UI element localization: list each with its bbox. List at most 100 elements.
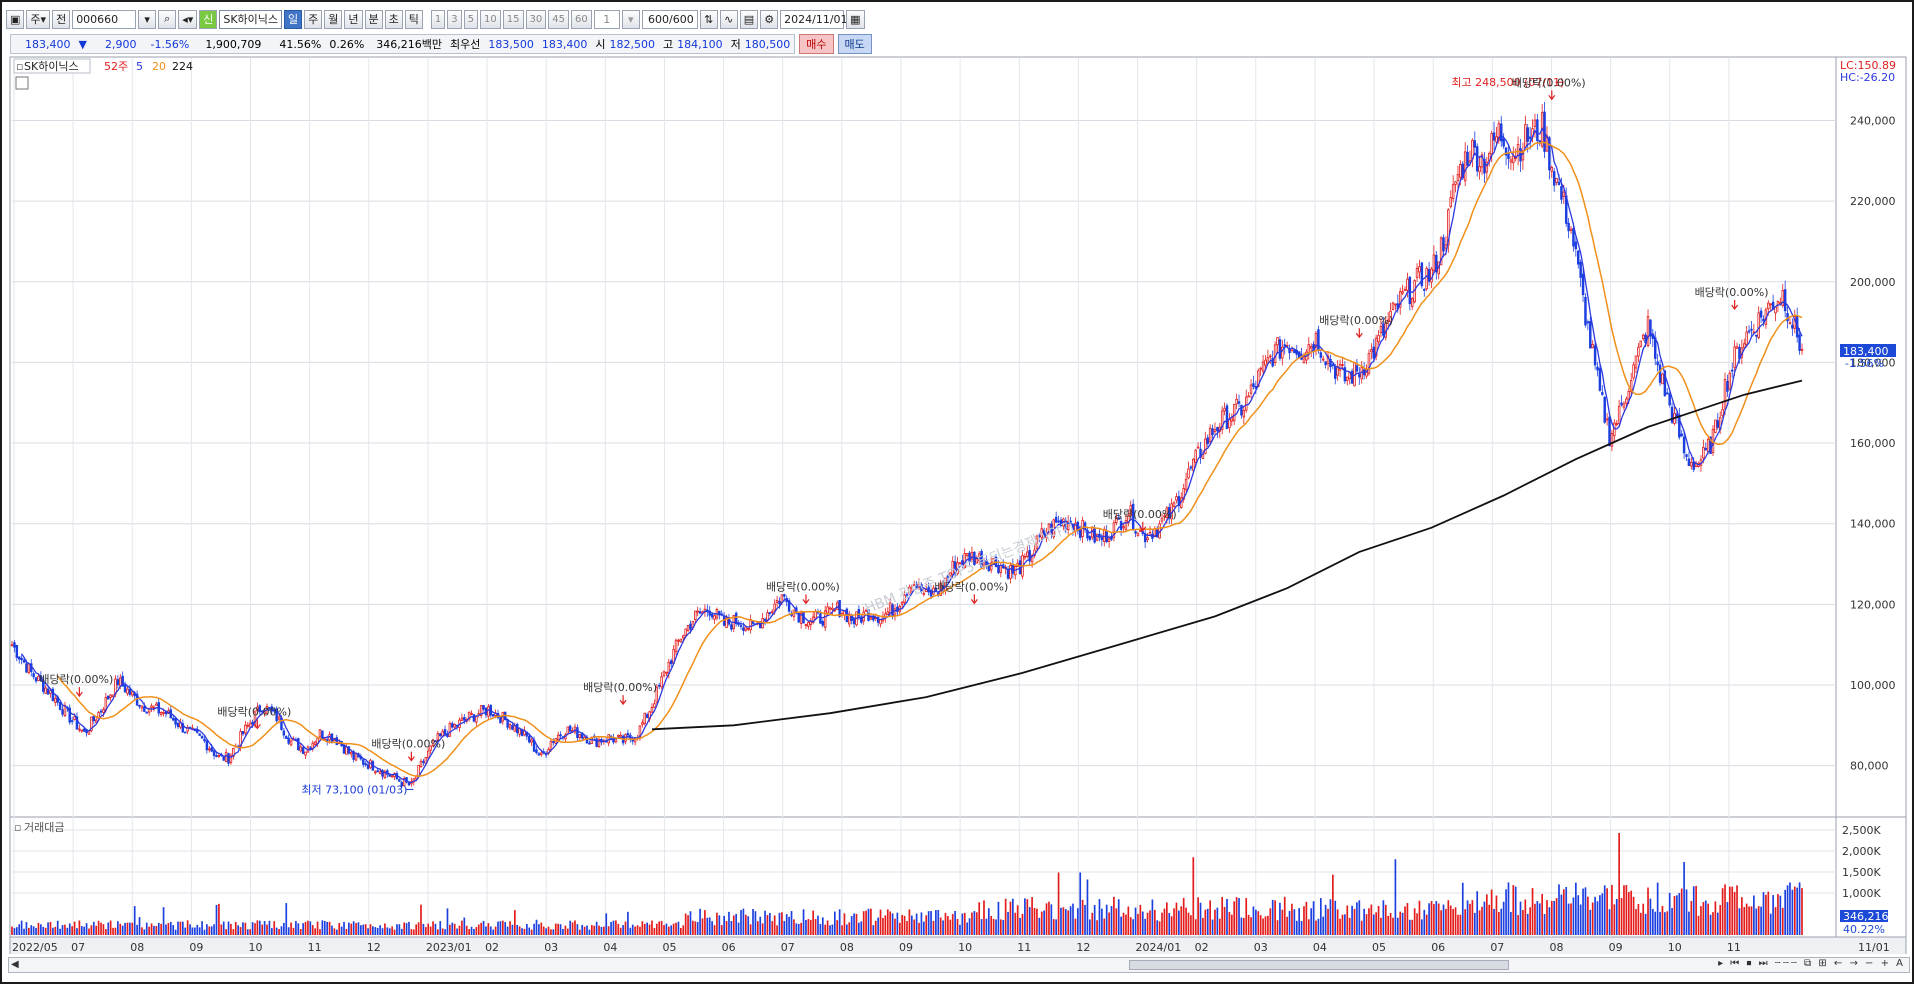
- candle-body: [345, 746, 348, 755]
- period-day-button[interactable]: 일: [284, 9, 303, 29]
- interval-input[interactable]: 1: [593, 9, 620, 29]
- candle-body: [1767, 302, 1770, 310]
- interval-15-button[interactable]: 15: [502, 9, 524, 29]
- volume-bar: [692, 920, 694, 935]
- interval-1-button[interactable]: 1: [430, 9, 446, 29]
- candle-body: [287, 737, 290, 744]
- line-tool-icon[interactable]: ∿: [719, 9, 738, 29]
- interval-60-button[interactable]: 60: [570, 9, 592, 29]
- volume-bar: [949, 919, 952, 935]
- grid-toggle-icon[interactable]: [15, 76, 29, 90]
- calendar-icon[interactable]: ▦: [846, 9, 865, 29]
- volume-bar: [1565, 886, 1568, 935]
- volume-bar: [1435, 901, 1438, 935]
- volume-bar: [872, 925, 875, 935]
- date-input[interactable]: 2024/11/01: [780, 9, 848, 29]
- volume-bar: [1671, 908, 1673, 935]
- interval-5-button[interactable]: 5: [463, 9, 479, 29]
- candle-body: [977, 553, 981, 562]
- stock-code-input[interactable]: 000660: [72, 9, 137, 29]
- volume-bar: [121, 925, 124, 935]
- period-tick-button[interactable]: 틱: [404, 9, 423, 29]
- volume-bar: [179, 921, 182, 935]
- candle-body: [10, 644, 14, 647]
- volume-bar: [1512, 885, 1515, 935]
- candle-body: [1721, 409, 1724, 416]
- volume-bar: [930, 911, 932, 935]
- volume-bar: [1076, 908, 1079, 935]
- period-week-button[interactable]: 주: [304, 9, 323, 29]
- open-label: 시: [595, 38, 606, 51]
- candle-body: [739, 625, 743, 627]
- data-count-input[interactable]: 600/600: [641, 9, 698, 29]
- layout-icon[interactable]: ▣: [6, 9, 25, 29]
- volume-bar: [1627, 892, 1630, 935]
- interval-10-button[interactable]: 10: [480, 9, 501, 29]
- volume-bar: [576, 924, 579, 935]
- buy-button[interactable]: 매수: [799, 34, 834, 54]
- volume-bar: [1387, 915, 1390, 935]
- candle-body: [826, 606, 829, 614]
- volume-bar: [15, 927, 18, 935]
- volume-bar: [1546, 900, 1548, 935]
- scroll-left-icon[interactable]: ◀: [11, 959, 19, 970]
- period-second-button[interactable]: 초: [384, 9, 403, 29]
- candle-body: [1288, 348, 1291, 354]
- price-change: 2,900: [104, 37, 137, 51]
- period-minute-button[interactable]: 분: [364, 9, 383, 29]
- type-select[interactable]: 전: [52, 9, 71, 29]
- candle-body: [1411, 298, 1414, 307]
- volume-bar: [1654, 911, 1657, 935]
- period-year-button[interactable]: 년: [344, 9, 363, 29]
- volume-bar: [1307, 919, 1310, 935]
- mode-select[interactable]: 주 ▾: [26, 9, 51, 29]
- candle-body: [549, 741, 553, 750]
- stock-name[interactable]: SK하이닉스: [219, 9, 283, 29]
- volume-bar: [1392, 917, 1394, 935]
- volume-bar: [937, 909, 940, 935]
- save-icon[interactable]: ▤: [739, 9, 759, 29]
- volume-bar: [944, 912, 947, 935]
- code-dropdown-icon[interactable]: ▾: [138, 9, 157, 29]
- volume-bar: [1353, 908, 1356, 935]
- volume-bar: [1726, 902, 1729, 935]
- candle-body: [686, 625, 690, 631]
- horizontal-scrollbar[interactable]: ◀ ▸ ⏮ ⏹ ⏭ ┄┄┄ ⧉ ⊞ ← → − + A: [8, 957, 1910, 973]
- candle-body: [535, 749, 538, 754]
- scroll-controls[interactable]: ▸ ⏮ ⏹ ⏭ ┄┄┄ ⧉ ⊞ ← → − + A: [1718, 958, 1905, 969]
- volume-bar: [1791, 889, 1794, 935]
- candle-type-icon[interactable]: ⇅: [699, 9, 718, 29]
- scroll-thumb[interactable]: [1129, 960, 1509, 970]
- volume-bar: [1466, 900, 1469, 935]
- volume-bar: [699, 908, 701, 935]
- volume-bar: [1555, 898, 1558, 935]
- price-chart[interactable]: 최고 248,500 (07/11) 최저 73,100 (01/03) 배당락(0…: [2, 2, 1912, 954]
- volume-bar: [234, 921, 237, 935]
- interval-45-button[interactable]: 45: [548, 9, 569, 29]
- sell-button[interactable]: 매도: [837, 34, 872, 54]
- candle-body: [1572, 228, 1575, 247]
- speaker-icon[interactable]: ◂▾: [178, 9, 198, 29]
- candle-body: [1690, 461, 1693, 467]
- volume-bar: [1649, 898, 1652, 935]
- interval-dropdown-icon[interactable]: ▾: [621, 9, 640, 29]
- new-badge-icon[interactable]: 신: [199, 9, 218, 29]
- search-icon[interactable]: ⌕: [158, 9, 177, 29]
- volume-bar: [203, 929, 206, 935]
- volume-bar: [891, 913, 894, 935]
- settings-icon[interactable]: ⚙: [760, 9, 779, 29]
- candle-body: [1463, 151, 1467, 182]
- legend-name-box: [13, 58, 91, 74]
- interval-30-button[interactable]: 30: [525, 9, 547, 29]
- candle-body: [482, 705, 485, 710]
- volume-bar: [776, 925, 778, 935]
- interval-3-button[interactable]: 3: [447, 9, 462, 29]
- volume-bar: [129, 922, 131, 935]
- volume-bar: [42, 926, 45, 935]
- candle-body: [99, 710, 103, 713]
- period-month-button[interactable]: 월: [324, 9, 343, 29]
- volume-bar: [109, 920, 112, 935]
- volume-bar: [915, 913, 918, 935]
- volume-bar: [978, 902, 981, 935]
- candle-body: [398, 779, 401, 782]
